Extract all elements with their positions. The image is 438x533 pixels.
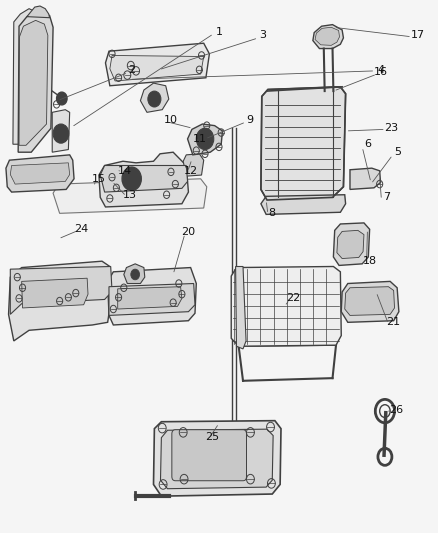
Circle shape (57, 92, 67, 105)
Polygon shape (99, 152, 188, 207)
Polygon shape (11, 163, 70, 184)
Text: 13: 13 (123, 190, 137, 200)
Circle shape (131, 269, 140, 280)
Polygon shape (231, 266, 341, 346)
Text: 17: 17 (410, 30, 425, 41)
Polygon shape (19, 20, 48, 146)
Polygon shape (261, 195, 346, 214)
Polygon shape (341, 281, 399, 322)
Circle shape (122, 167, 141, 190)
Text: 3: 3 (259, 30, 266, 41)
Text: 8: 8 (268, 208, 275, 219)
Polygon shape (337, 230, 364, 259)
Polygon shape (18, 10, 53, 152)
Text: 18: 18 (363, 256, 377, 266)
Polygon shape (350, 168, 381, 189)
Text: 4: 4 (377, 65, 384, 75)
Polygon shape (313, 25, 343, 49)
Text: 7: 7 (384, 192, 391, 203)
Text: 25: 25 (205, 432, 219, 442)
Circle shape (196, 128, 214, 150)
Polygon shape (261, 87, 346, 200)
Text: 2: 2 (128, 65, 135, 75)
Polygon shape (183, 154, 204, 176)
Circle shape (126, 172, 138, 185)
Text: 23: 23 (385, 123, 399, 133)
Polygon shape (11, 266, 112, 314)
Circle shape (53, 124, 69, 143)
Text: 1: 1 (215, 27, 223, 37)
Text: 20: 20 (181, 227, 195, 237)
Text: 15: 15 (92, 174, 106, 184)
Polygon shape (52, 110, 70, 152)
Polygon shape (109, 284, 195, 316)
Text: 22: 22 (286, 293, 300, 303)
Polygon shape (160, 429, 273, 489)
Polygon shape (124, 264, 145, 284)
Polygon shape (141, 83, 169, 112)
Polygon shape (13, 9, 44, 144)
Polygon shape (6, 155, 74, 192)
Polygon shape (53, 179, 207, 213)
Polygon shape (21, 278, 88, 308)
Polygon shape (118, 287, 182, 309)
Polygon shape (108, 268, 196, 325)
FancyBboxPatch shape (172, 430, 247, 481)
Polygon shape (100, 165, 187, 192)
Polygon shape (333, 223, 370, 265)
Text: 24: 24 (74, 224, 88, 235)
Text: 21: 21 (387, 317, 401, 327)
Text: 14: 14 (118, 166, 132, 176)
Polygon shape (236, 266, 246, 349)
Polygon shape (110, 55, 204, 81)
Circle shape (148, 91, 161, 107)
Polygon shape (153, 421, 281, 496)
Text: 26: 26 (389, 405, 403, 415)
Text: 10: 10 (164, 115, 178, 125)
Polygon shape (27, 6, 49, 18)
Text: 11: 11 (192, 134, 206, 144)
Text: 5: 5 (395, 147, 402, 157)
Text: 16: 16 (374, 68, 388, 77)
Polygon shape (315, 27, 339, 45)
Polygon shape (106, 43, 209, 86)
Text: 9: 9 (246, 115, 253, 125)
Polygon shape (345, 287, 395, 316)
Polygon shape (187, 124, 223, 155)
Polygon shape (9, 261, 112, 341)
Text: 12: 12 (184, 166, 198, 176)
Text: 6: 6 (364, 139, 371, 149)
